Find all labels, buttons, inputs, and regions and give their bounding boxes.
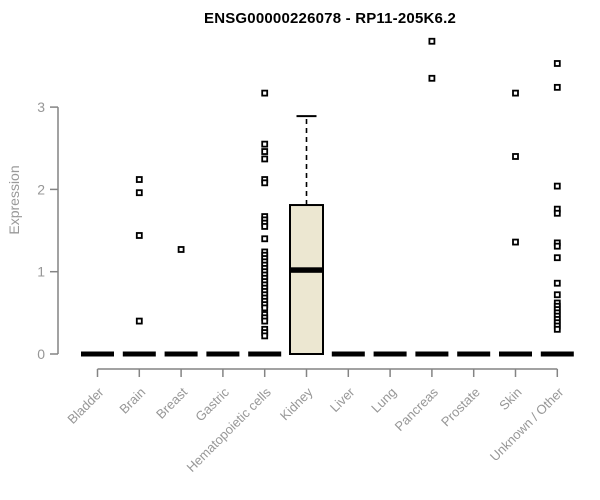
- outlier-point: [261, 179, 269, 187]
- outlier-point: [512, 238, 519, 246]
- median-line: [290, 267, 323, 273]
- x-category-label: Bladder: [64, 384, 107, 427]
- zero-median-bar: [373, 351, 407, 357]
- outlier-point: [553, 254, 561, 262]
- outlier-point: [512, 89, 519, 97]
- zero-median-bar: [415, 351, 449, 357]
- outlier-point: [135, 176, 143, 183]
- outlier-point: [428, 74, 436, 82]
- zero-median-bar: [499, 351, 532, 357]
- x-category-label: Liver: [327, 384, 358, 415]
- outlier-point: [261, 140, 269, 148]
- outlier-point: [553, 291, 561, 299]
- x-category-label: Gastric: [192, 384, 232, 424]
- y-tick-label: 0: [37, 346, 45, 362]
- outlier-point: [261, 223, 269, 230]
- x-category-label: Kidney: [277, 384, 316, 423]
- outlier-point: [553, 325, 561, 333]
- outlier-point: [428, 37, 436, 45]
- outlier-point: [261, 332, 269, 340]
- x-category-label: Skin: [496, 385, 524, 413]
- outlier-point: [261, 317, 269, 325]
- y-tick-label: 3: [37, 99, 45, 115]
- outlier-point: [135, 232, 143, 239]
- outlier-point: [261, 155, 269, 163]
- x-category-label: Lung: [368, 385, 399, 416]
- x-category-label: Pancreas: [392, 384, 442, 434]
- x-category-label: Breast: [153, 384, 190, 421]
- x-category-label: Unknown / Other: [487, 384, 567, 464]
- outlier-point: [512, 153, 519, 160]
- outlier-point: [553, 83, 561, 91]
- zero-median-bar: [206, 351, 240, 357]
- outlier-point: [553, 182, 561, 190]
- box: [289, 204, 324, 355]
- outlier-point: [553, 279, 561, 287]
- zero-median-bar: [248, 351, 282, 357]
- outlier-point: [261, 235, 269, 243]
- outlier-point: [135, 317, 143, 325]
- zero-median-bar: [457, 351, 491, 357]
- outlier-point: [553, 60, 561, 67]
- y-tick-label: 2: [37, 181, 45, 197]
- outlier-point: [553, 209, 561, 217]
- outlier-point: [135, 189, 143, 197]
- zero-median-bar: [331, 351, 365, 357]
- zero-median-bar: [122, 351, 156, 357]
- y-tick-label: 1: [37, 264, 45, 280]
- chart-title: ENSG00000226078 - RP11-205K6.2: [203, 10, 456, 27]
- outlier-point: [553, 242, 561, 250]
- outlier-point: [177, 246, 185, 253]
- x-category-label: Brain: [116, 385, 148, 417]
- y-axis-title: Expression: [6, 165, 22, 235]
- outlier-point: [261, 148, 269, 155]
- x-category-label: Prostate: [438, 385, 483, 430]
- outlier-point: [261, 304, 269, 312]
- zero-median-bar: [81, 351, 114, 357]
- zero-median-bar: [164, 351, 198, 357]
- outlier-point: [261, 89, 269, 97]
- zero-median-bar: [540, 351, 574, 357]
